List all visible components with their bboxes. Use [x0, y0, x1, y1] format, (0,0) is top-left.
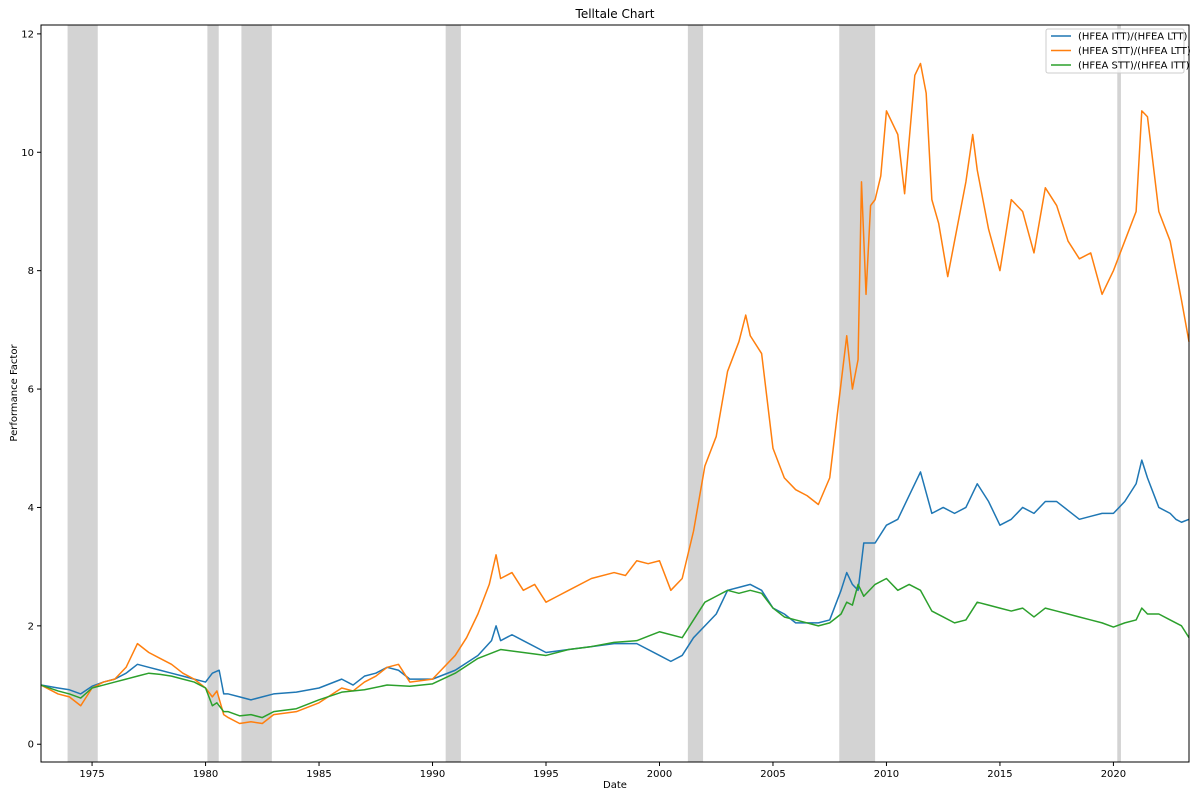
x-tick-label: 2010: [874, 769, 899, 780]
y-tick-label: 12: [21, 29, 34, 40]
x-tick-label: 2020: [1101, 769, 1126, 780]
y-axis: 0 2 4 6 8 10 12: [21, 29, 41, 751]
legend-box: [1045, 28, 1185, 74]
x-tick-label: 2005: [760, 769, 785, 780]
x-tick-label: 1975: [79, 769, 104, 780]
x-tick-label: 1985: [306, 769, 331, 780]
legend-label-1: (HFEA STT)/(HFEA LTT): [1078, 46, 1191, 57]
y-tick-label: 8: [28, 266, 34, 277]
x-tick-label: 2000: [647, 769, 672, 780]
y-tick-label: 2: [28, 621, 34, 632]
recession-band-5: [839, 25, 876, 762]
recession-band-3: [445, 25, 461, 762]
y-tick-label: 10: [21, 148, 34, 159]
recession-band-1: [207, 25, 219, 762]
recession-band-2: [241, 25, 272, 762]
y-tick-label: 4: [28, 503, 34, 514]
x-axis: 1975 1980 1985 1990 1995 2000 2005 2010 2015 2020: [79, 762, 1126, 780]
series-line-1: [40, 62, 1190, 725]
recession-band-6: [1117, 25, 1121, 762]
x-tick-label: 1990: [420, 769, 445, 780]
x-tick-label: 2015: [987, 769, 1012, 780]
x-tick-label: 1995: [533, 769, 558, 780]
series-line-0: [40, 459, 1190, 701]
series-line-2: [40, 577, 1190, 719]
recession-band-0: [67, 25, 98, 762]
y-tick-label: 6: [28, 385, 34, 396]
y-tick-label: 0: [28, 740, 34, 751]
series-lines: [40, 62, 1190, 725]
legend-label-2: (HFEA STT)/(HFEA ITT): [1078, 61, 1190, 72]
chart-title: Telltale Chart: [575, 7, 655, 21]
recession-bands: [67, 25, 1121, 762]
x-tick-label: 1980: [193, 769, 218, 780]
legend-label-0: (HFEA ITT)/(HFEA LTT): [1078, 32, 1188, 43]
legend: (HFEA ITT)/(HFEA LTT) (HFEA STT)/(HFEA LT…: [1045, 28, 1191, 74]
y-axis-title: Performance Factor: [9, 344, 20, 442]
x-axis-title: Date: [603, 780, 627, 791]
recession-band-4: [687, 25, 704, 762]
plot-area-frame: [40, 24, 1190, 763]
